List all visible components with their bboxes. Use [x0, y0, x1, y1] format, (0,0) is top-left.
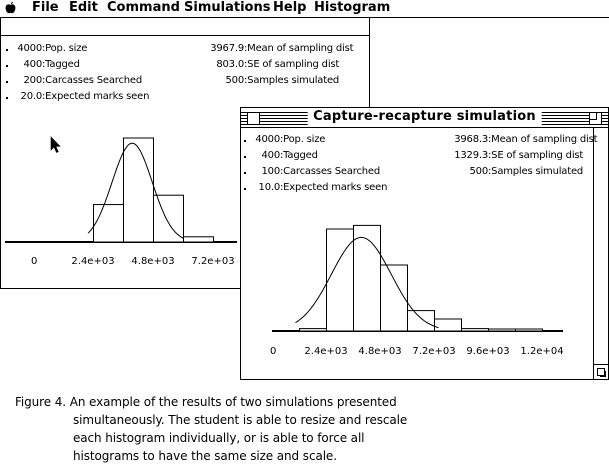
- x-tick-label: 7.2e+03: [412, 346, 456, 357]
- x-tick-label: 1.2e+04: [520, 346, 564, 357]
- bullet: [244, 140, 246, 142]
- histogram-bar: [461, 328, 489, 332]
- histogram-bar: [353, 224, 381, 332]
- bullet: [6, 65, 8, 67]
- x-tick-label: 4.8e+03: [131, 256, 175, 267]
- bullet: [6, 81, 8, 83]
- x-tick-label: 0: [31, 256, 38, 267]
- histogram-bar: [380, 264, 408, 332]
- caption-line: simultaneously. The student is able to r…: [73, 413, 408, 427]
- param-tagged: 400:Tagged: [23, 59, 80, 70]
- stat-se: 803.0:SE of sampling dist: [216, 59, 340, 70]
- histogram-bar: [326, 228, 354, 332]
- x-tick-label: 4.8e+03: [358, 346, 402, 357]
- histogram-bar: [183, 236, 214, 243]
- bullet: [6, 97, 8, 99]
- menu-bar: File Edit Command Simulations Help Histo…: [0, 0, 609, 18]
- stat-mean: 3967.9:Mean of sampling dist: [210, 43, 354, 54]
- histogram-bar: [153, 194, 184, 243]
- x-tick-label: 7.2e+03: [191, 256, 235, 267]
- stat-samples: 500:Samples simulated: [225, 75, 340, 86]
- stat-se: 1329.3:SE of sampling dist: [454, 150, 584, 161]
- menu-command[interactable]: Command: [107, 0, 180, 15]
- histogram-bar: [488, 328, 516, 332]
- zoom-box-icon[interactable]: [589, 112, 602, 125]
- stat-samples: 500:Samples simulated: [469, 166, 584, 177]
- histogram-bar: [434, 318, 462, 332]
- title-bar[interactable]: [1, 18, 369, 36]
- bullet: [6, 49, 8, 51]
- x-tick-label: 2.4e+03: [304, 346, 348, 357]
- param-pop-size: 4000:Pop. size: [255, 134, 326, 145]
- param-carcasses-searched: 200:Carcasses Searched: [23, 75, 143, 86]
- title-divider: [1, 35, 369, 36]
- x-tick-label: 0: [270, 346, 277, 357]
- caption-line: histograms to have the same size and sca…: [73, 449, 337, 463]
- arrow-cursor-icon: [50, 136, 61, 153]
- grow-box-icon[interactable]: [593, 364, 608, 379]
- x-tick-label: 9.6e+03: [466, 346, 510, 357]
- normal-curve: [87, 142, 185, 239]
- close-box-icon[interactable]: [247, 112, 260, 125]
- simulation-window-front[interactable]: Capture-recapture simulation 4000:Pop. s…: [240, 107, 609, 380]
- histogram-back[interactable]: [1, 18, 369, 288]
- param-pop-size: 4000:Pop. size: [17, 43, 88, 54]
- menu-help[interactable]: Help: [273, 0, 307, 15]
- x-tick-label: 2.4e+03: [71, 256, 115, 267]
- scroll-strip: [593, 128, 608, 364]
- caption-line: each histogram individually, or is able …: [73, 431, 365, 445]
- bullet: [244, 156, 246, 158]
- histogram-bar: [299, 328, 327, 332]
- window-title: Capture-recapture simulation: [307, 109, 542, 125]
- bullet: [244, 172, 246, 174]
- histogram-bar: [93, 204, 124, 243]
- apple-menu-icon[interactable]: [5, 1, 16, 17]
- param-tagged: 400:Tagged: [261, 150, 318, 161]
- histogram-bar: [123, 137, 154, 243]
- normal-curve: [295, 236, 439, 329]
- stat-mean: 3968.3:Mean of sampling dist: [454, 134, 598, 145]
- figure-caption: Figure 4. An example of the results of t…: [15, 393, 435, 465]
- histogram-bar: [407, 310, 435, 332]
- histogram-front[interactable]: [241, 108, 608, 379]
- menu-edit[interactable]: Edit: [69, 0, 98, 15]
- bullet: [244, 188, 246, 190]
- param-expected-marks: 20.0:Expected marks seen: [20, 91, 150, 102]
- title-bar[interactable]: Capture-recapture simulation: [241, 108, 608, 128]
- caption-line: Figure 4. An example of the results of t…: [15, 395, 397, 409]
- param-expected-marks: 10.0:Expected marks seen: [258, 182, 388, 193]
- menu-file[interactable]: File: [32, 0, 59, 15]
- menu-simulations[interactable]: Simulations: [184, 0, 271, 15]
- histogram-bar: [515, 328, 543, 332]
- param-carcasses-searched: 100:Carcasses Searched: [261, 166, 381, 177]
- menu-histogram[interactable]: Histogram: [314, 0, 391, 15]
